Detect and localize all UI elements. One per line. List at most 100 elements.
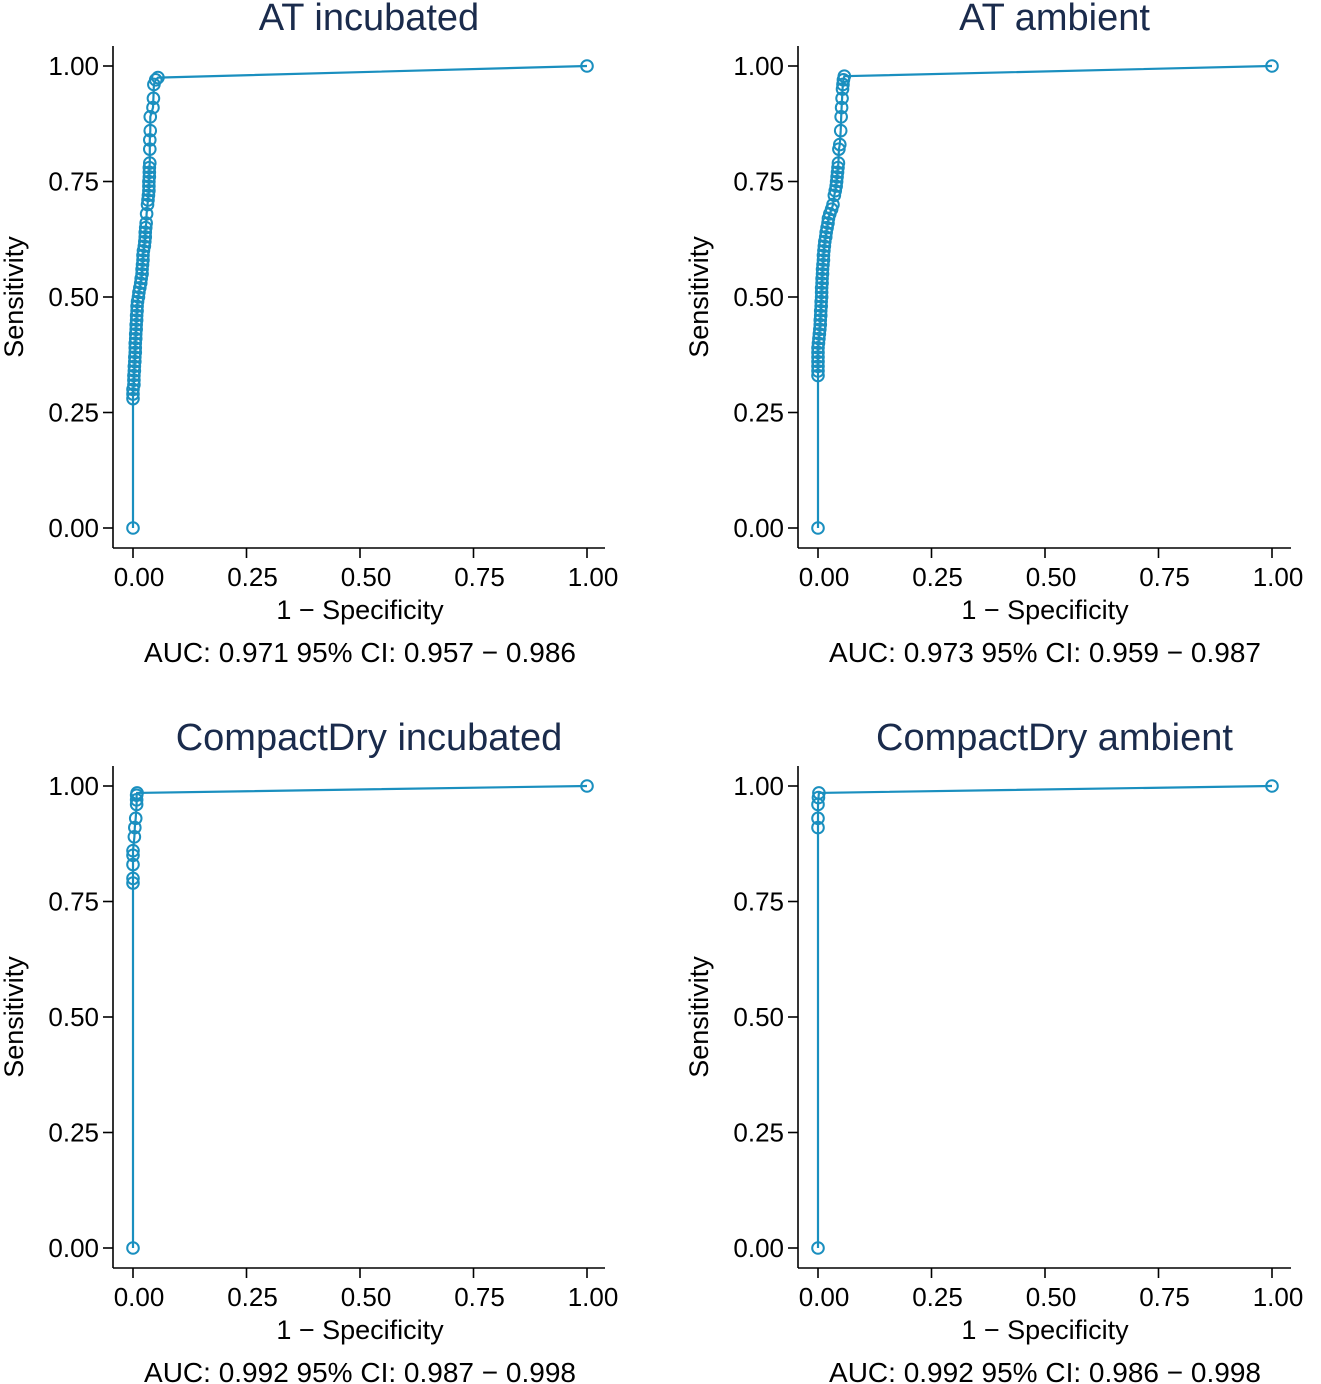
auc-annotation: AUC: 0.992 95% CI: 0.986 − 0.998 — [829, 1357, 1261, 1384]
roc-point-marker — [834, 110, 848, 124]
roc-point-marker — [126, 848, 140, 863]
roc-point-marker — [831, 156, 846, 170]
roc-point-marker — [128, 354, 142, 369]
roc-point-marker — [126, 387, 140, 401]
roc-curve-line — [131, 64, 588, 528]
y-tick-label: 0.50 — [733, 282, 784, 312]
roc-point-marker — [133, 276, 148, 290]
roc-point-marker — [816, 253, 831, 267]
roc-point-marker — [829, 179, 843, 193]
y-tick-label: 1.00 — [48, 771, 99, 801]
roc-curve-line — [816, 64, 1273, 528]
roc-point-marker — [811, 368, 825, 383]
x-tick-label: 0.50 — [1026, 1282, 1077, 1312]
roc-point-marker — [129, 308, 144, 323]
y-tick-label: 0.50 — [733, 1002, 784, 1032]
roc-point-marker — [131, 290, 146, 304]
roc-point-marker — [817, 239, 832, 253]
roc-point-marker — [813, 313, 828, 327]
roc-point-marker — [830, 165, 845, 180]
roc-point-marker — [127, 368, 141, 383]
roc-point-marker — [127, 830, 142, 844]
chart-title: CompactDry incubated — [176, 717, 563, 759]
roc-panel-1: AT incubated 0.00 0.25 0.50 0.75 1.00 0.00 0.25… — [0, 0, 618, 668]
x-tick-label: 0.50 — [341, 1282, 392, 1312]
roc-point-marker — [821, 216, 835, 230]
roc-point-marker — [142, 170, 157, 184]
y-tick-label: 0.00 — [733, 513, 784, 543]
x-tick-label: 0.00 — [114, 562, 165, 592]
roc-point-marker — [834, 100, 849, 115]
roc-panel-4: CompactDry ambient 0.00 0.25 0.50 0.75 1.00 0.… — [684, 717, 1303, 1384]
chart-title: AT ambient — [959, 0, 1150, 39]
y-axis-label: Sensitivity — [0, 956, 29, 1078]
x-axis-label: 1 − Specificity — [276, 595, 444, 625]
roc-point-marker — [826, 197, 840, 212]
roc-point-marker — [138, 225, 153, 240]
roc-point-marker — [813, 317, 828, 332]
roc-point-marker — [126, 521, 140, 535]
roc-point-marker — [142, 165, 157, 180]
roc-point-marker — [129, 322, 143, 337]
y-tick-label: 1.00 — [733, 51, 784, 81]
roc-point-marker — [142, 142, 157, 156]
roc-point-marker — [836, 77, 850, 92]
roc-point-marker — [815, 262, 830, 277]
roc-point-marker — [138, 220, 153, 235]
roc-point-marker — [811, 521, 825, 535]
roc-point-marker — [1265, 779, 1279, 793]
roc-point-marker — [811, 354, 825, 369]
roc-point-marker — [815, 271, 829, 286]
auc-annotation: AUC: 0.992 95% CI: 0.987 − 0.998 — [144, 1357, 576, 1384]
roc-point-marker — [129, 793, 144, 807]
roc-point-marker — [127, 373, 141, 387]
roc-point-marker — [811, 1241, 825, 1255]
y-tick-label: 0.75 — [733, 167, 784, 197]
x-axis-label: 1 − Specificity — [276, 1315, 444, 1345]
x-tick-label: 1.00 — [1253, 562, 1304, 592]
roc-point-marker — [128, 336, 143, 351]
roc-point-marker — [816, 248, 831, 263]
x-tick-label: 0.00 — [799, 562, 850, 592]
roc-point-marker — [580, 59, 594, 73]
x-tick-label: 0.25 — [912, 562, 963, 592]
x-tick-label: 1.00 — [568, 1282, 619, 1312]
roc-point-marker — [814, 285, 829, 300]
roc-point-marker — [128, 820, 142, 835]
roc-point-marker — [835, 91, 849, 106]
roc-point-marker — [829, 174, 844, 189]
roc-point-marker — [141, 193, 155, 207]
roc-point-marker — [143, 110, 158, 124]
roc-point-marker — [136, 253, 150, 267]
x-tick-label: 0.25 — [912, 1282, 963, 1312]
y-tick-label: 0.00 — [48, 1233, 99, 1263]
roc-point-marker — [580, 779, 594, 793]
roc-point-marker — [811, 820, 825, 835]
roc-point-marker — [1265, 59, 1279, 73]
roc-point-marker — [126, 843, 140, 858]
roc-point-marker — [811, 790, 826, 805]
roc-point-marker — [140, 197, 155, 212]
roc-point-marker — [835, 82, 850, 96]
roc-point-marker — [812, 327, 827, 341]
y-tick-label: 0.25 — [733, 1118, 784, 1148]
y-tick-label: 0.75 — [48, 887, 99, 917]
roc-point-marker — [813, 308, 828, 323]
roc-point-marker — [135, 267, 149, 281]
roc-point-marker — [811, 336, 826, 351]
roc-point-marker — [128, 345, 143, 360]
x-tick-label: 0.75 — [1139, 562, 1190, 592]
roc-point-marker — [139, 216, 153, 230]
roc-point-marker — [127, 364, 142, 378]
roc-point-marker — [814, 280, 829, 295]
roc-point-marker — [816, 257, 830, 272]
roc-point-marker — [814, 299, 828, 314]
roc-point-marker — [832, 137, 847, 152]
roc-point-marker — [142, 179, 156, 193]
roc-point-marker — [811, 350, 825, 364]
roc-point-marker — [815, 267, 830, 281]
roc-point-marker — [138, 234, 152, 249]
roc-curve-line — [816, 784, 1273, 1248]
x-tick-label: 0.75 — [454, 562, 505, 592]
